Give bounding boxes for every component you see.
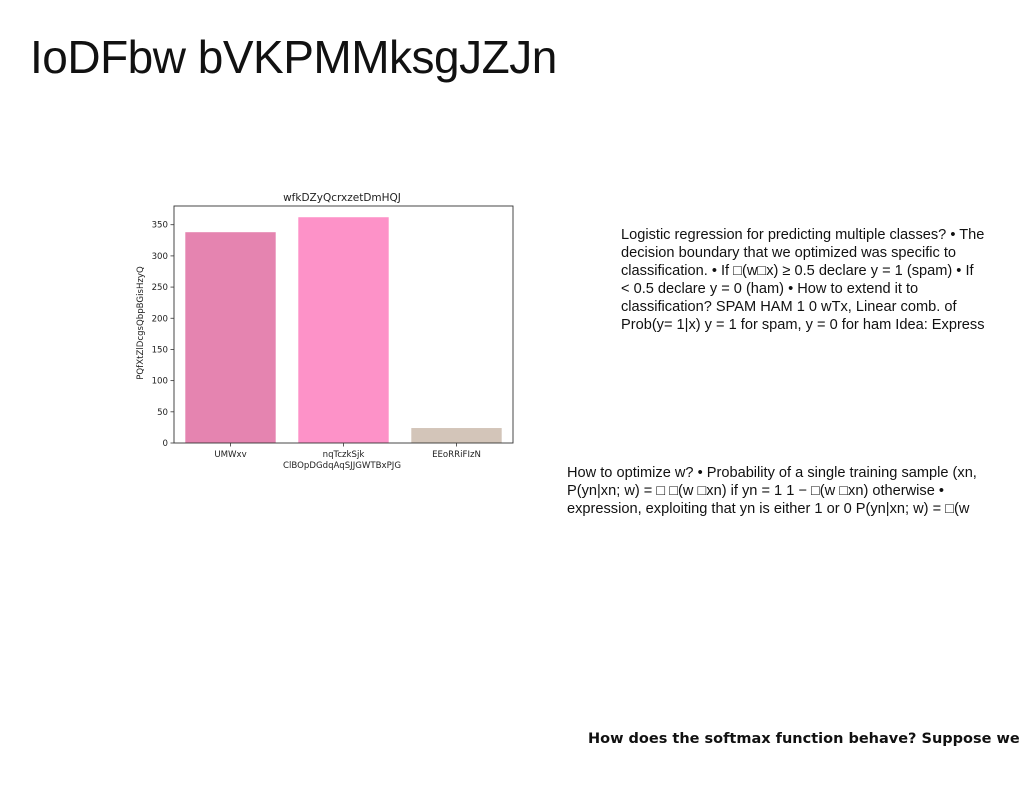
text-line: classification? SPAM HAM 1 0 wTx, Linear…	[621, 299, 957, 315]
text-line: P(yn|xn; w) = □ □(w □xn) if yn = 1 1 − □…	[567, 483, 944, 499]
chart-y-tick-label: 50	[157, 408, 168, 418]
softmax-heading: How does the softmax function behave? Su…	[588, 731, 1020, 747]
chart-y-tick-label: 0	[163, 439, 168, 449]
bar-chart-svg: wfkDZyQcrxzetDmHQJ ClBOpDGdqAqSJJGWTBxPJ…	[136, 192, 514, 471]
text-block-optimize-w: How to optimize w? • Probability of a si…	[567, 464, 1024, 518]
bar-chart: wfkDZyQcrxzetDmHQJ ClBOpDGdqAqSJJGWTBxPJ…	[130, 185, 525, 475]
text-line: classification. • If □(w□x) ≥ 0.5 declar…	[621, 263, 974, 279]
text-line: < 0.5 declare y = 0 (ham) • How to exten…	[621, 281, 919, 297]
chart-y-tick-label: 300	[152, 252, 168, 262]
chart-bars	[185, 217, 502, 443]
text-block-logistic-regression: Logistic regression for predicting multi…	[621, 226, 1024, 334]
chart-title: wfkDZyQcrxzetDmHQJ	[283, 192, 401, 204]
chart-x-ticks: UMWxv nqTczkSjk EEoRRiFIzN	[214, 443, 481, 460]
chart-y-tick-label: 150	[152, 345, 168, 355]
chart-y-tick-label: 200	[152, 314, 168, 324]
slide-title: IoDFbw bVKPMMksgJZJn	[30, 31, 557, 83]
chart-y-axis-label: PQfXtZlDcgsQbpBGisHzyQ	[136, 266, 146, 380]
chart-bar	[411, 428, 502, 443]
chart-bar	[185, 232, 276, 443]
text-line: Logistic regression for predicting multi…	[621, 227, 985, 243]
chart-plot-frame	[173, 205, 514, 444]
text-line: Prob(y= 1|x) y = 1 for spam, y = 0 for h…	[621, 317, 985, 333]
chart-bar	[298, 217, 389, 443]
chart-y-tick-label: 100	[152, 377, 168, 387]
chart-x-tick-label: EEoRRiFIzN	[432, 450, 481, 460]
chart-y-tick-label: 350	[152, 221, 168, 231]
chart-y-tick-label: 250	[152, 283, 168, 293]
chart-y-ticks: 0 50 100 150 200 250 300 350	[152, 221, 174, 449]
text-line: decision boundary that we optimized was …	[621, 245, 957, 261]
chart-x-axis-label: ClBOpDGdqAqSJJGWTBxPJG	[283, 461, 401, 471]
text-line: How to optimize w? • Probability of a si…	[567, 465, 977, 481]
chart-x-tick-label: nqTczkSjk	[323, 450, 365, 460]
text-line: expression, exploiting that yn is either…	[567, 501, 970, 517]
chart-x-tick-label: UMWxv	[214, 450, 246, 460]
